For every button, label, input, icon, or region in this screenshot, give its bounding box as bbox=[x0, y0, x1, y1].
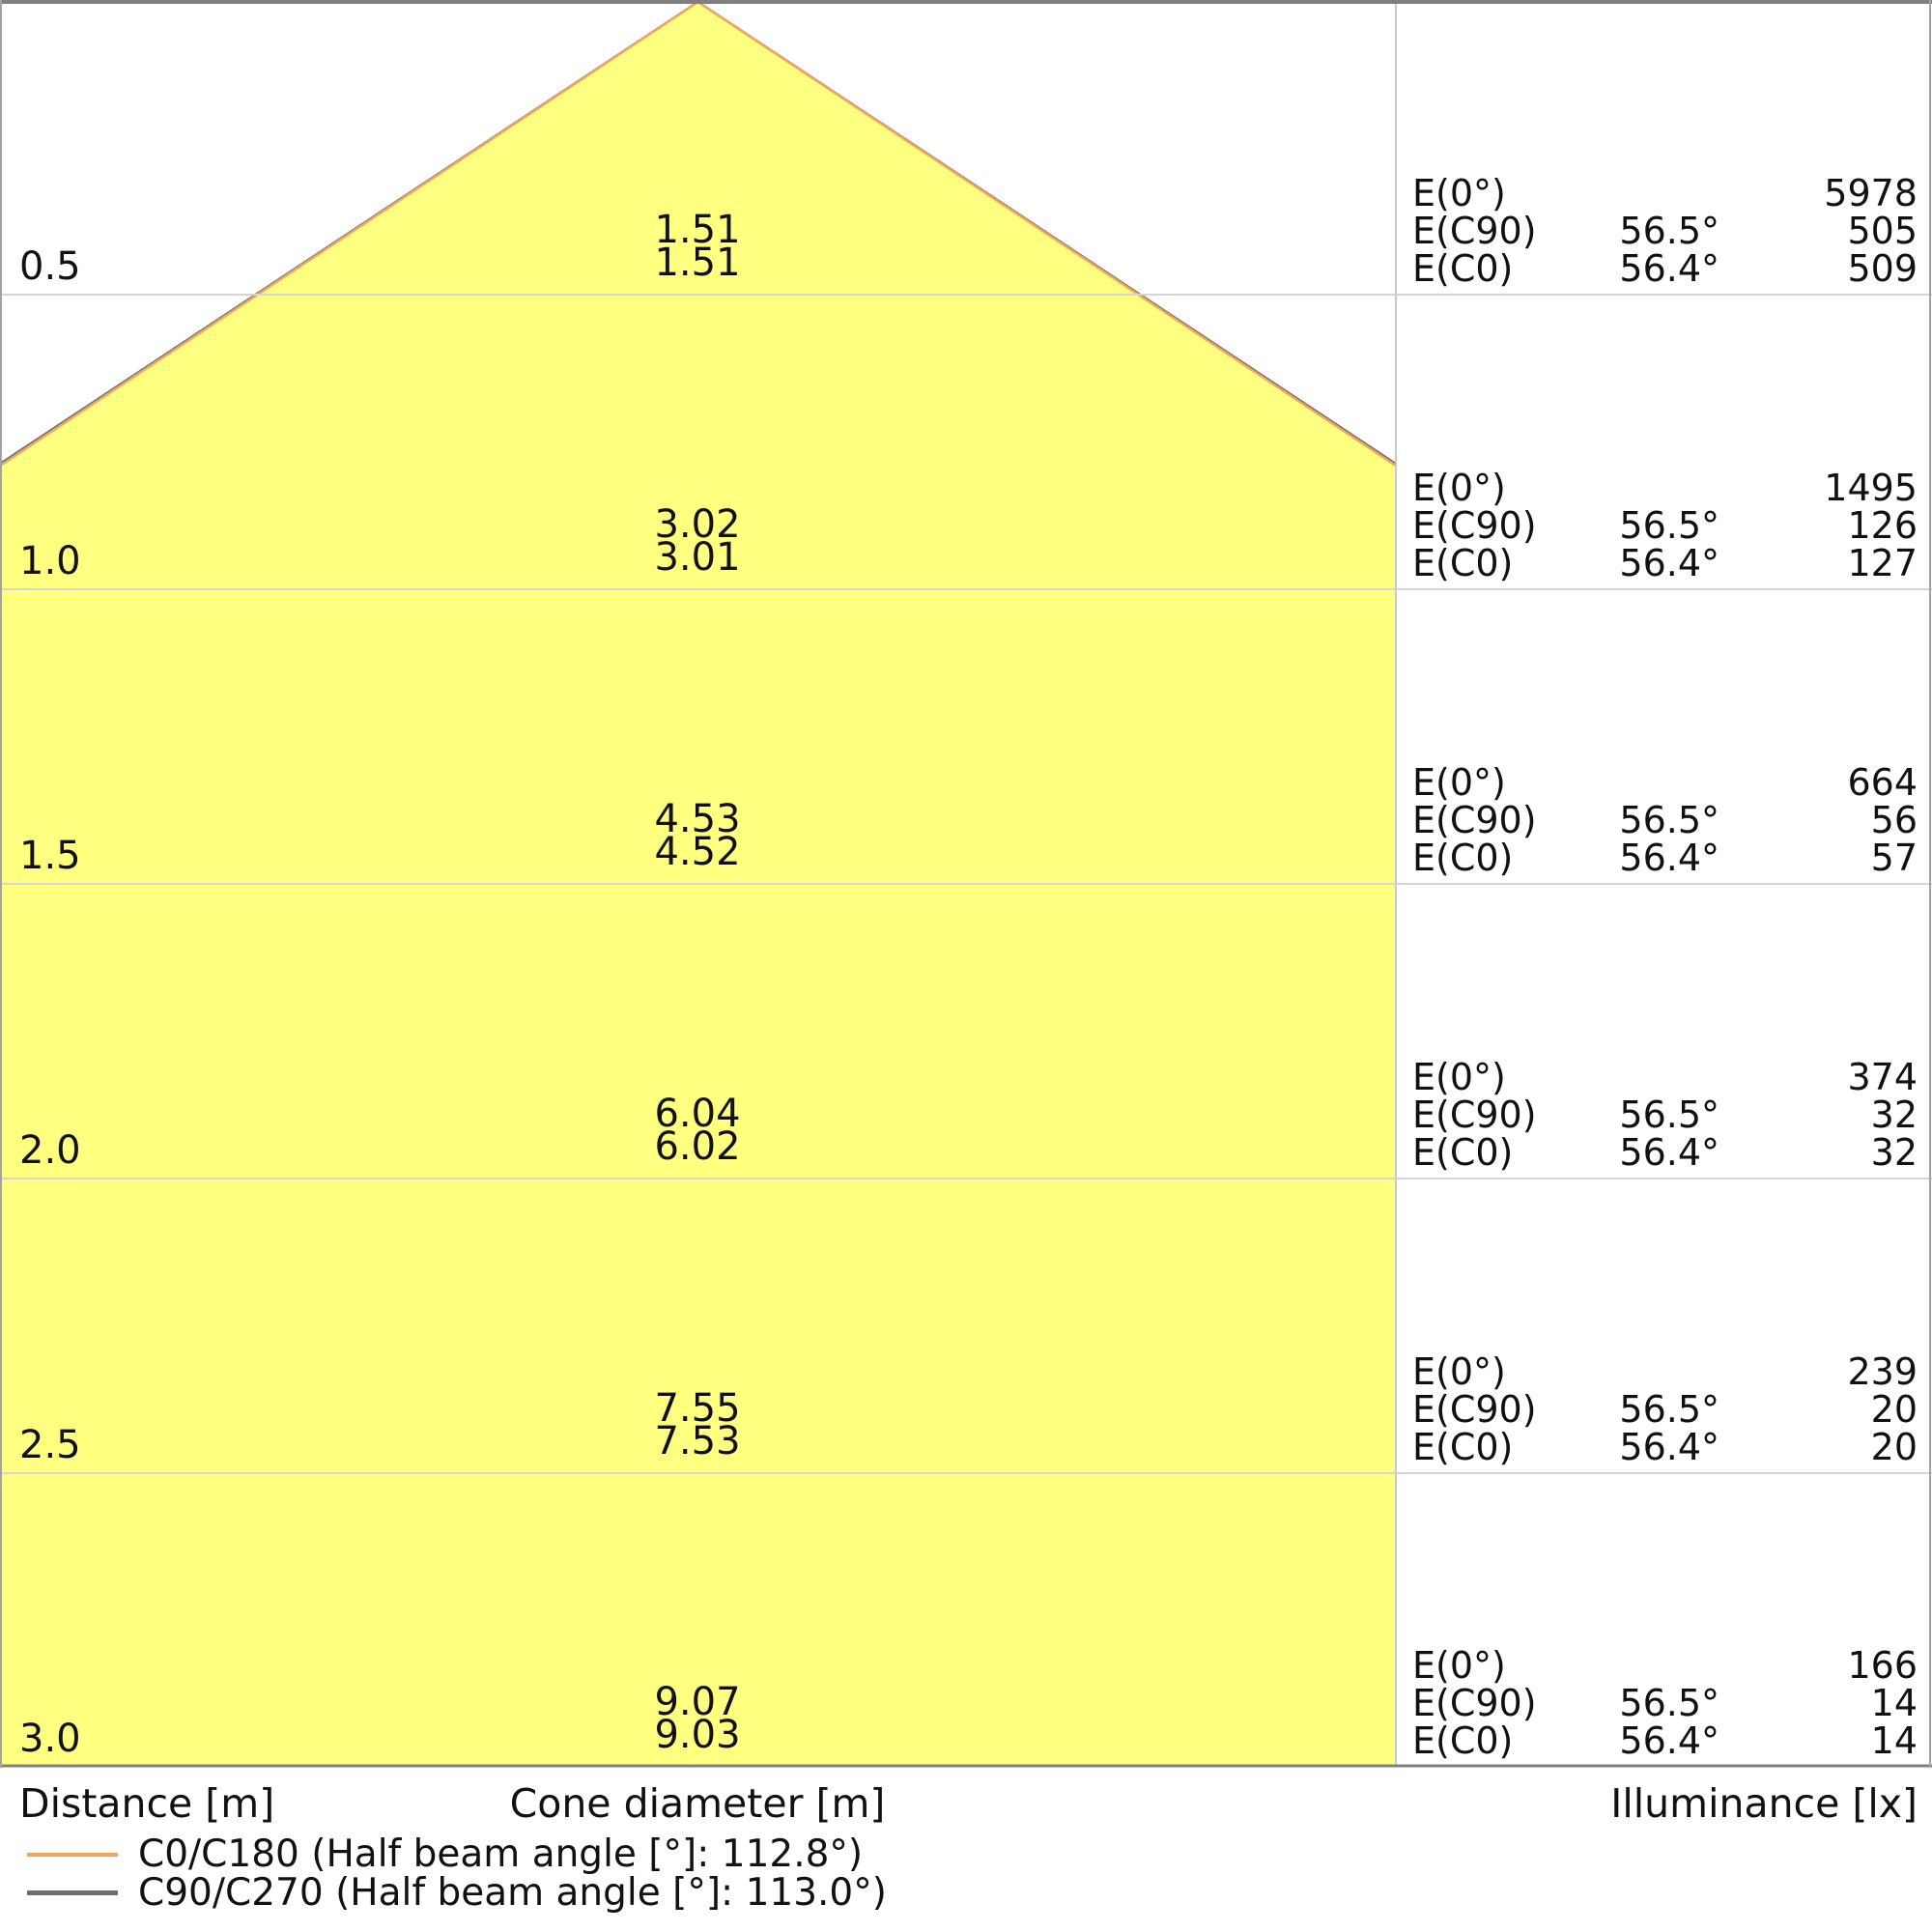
cone-diameter-c90: 7.55 bbox=[654, 1386, 741, 1431]
e0-value: 1495 bbox=[1824, 467, 1918, 509]
ec0-label: E(C0) bbox=[1412, 1719, 1514, 1762]
illuminance-ec90-row: E(C90) 56.5° 14 bbox=[1410, 1684, 1919, 1722]
ec0-label: E(C0) bbox=[1412, 837, 1514, 879]
e0-value: 374 bbox=[1847, 1056, 1918, 1098]
cone-diameter-c0: 6.02 bbox=[654, 1124, 741, 1169]
ec0-value: 32 bbox=[1870, 1131, 1918, 1174]
legend-line-c0-c180 bbox=[27, 1853, 118, 1857]
axis-label-cone-diameter: Cone diameter [m] bbox=[509, 1780, 886, 1827]
illuminance-ec0-row: E(C0) 56.4° 14 bbox=[1410, 1721, 1919, 1760]
ec90-value: 56 bbox=[1870, 799, 1918, 841]
ec0-label: E(C0) bbox=[1412, 542, 1514, 584]
e0-label: E(0°) bbox=[1412, 1350, 1506, 1393]
legend-label-c90-c270: C90/C270 (Half beam angle [°]: 113.0°) bbox=[138, 1871, 887, 1915]
ec90-label: E(C90) bbox=[1412, 1682, 1537, 1724]
cone-diameter-c0: 3.01 bbox=[654, 535, 741, 580]
illuminance-e0-row: E(0°) 374 bbox=[1410, 1058, 1919, 1096]
ec90-label: E(C90) bbox=[1412, 1094, 1537, 1136]
ec90-value: 14 bbox=[1870, 1682, 1918, 1724]
illuminance-e0-row: E(0°) 166 bbox=[1410, 1646, 1919, 1685]
ec90-label: E(C90) bbox=[1412, 799, 1537, 841]
illuminance-ec90-row: E(C90) 56.5° 505 bbox=[1410, 212, 1919, 250]
e0-label: E(0°) bbox=[1412, 761, 1506, 804]
ec0-label: E(C0) bbox=[1412, 1131, 1514, 1174]
illuminance-ec90-row: E(C90) 56.5° 126 bbox=[1410, 506, 1919, 545]
illuminance-e0-row: E(0°) 5978 bbox=[1410, 174, 1919, 213]
ec0-angle: 56.4° bbox=[1619, 247, 1719, 290]
ec90-value: 505 bbox=[1847, 210, 1918, 252]
ec90-value: 20 bbox=[1870, 1388, 1918, 1431]
ec0-angle: 56.4° bbox=[1619, 1719, 1719, 1762]
ec90-label: E(C90) bbox=[1412, 210, 1537, 252]
ec0-angle: 56.4° bbox=[1619, 1131, 1719, 1174]
ec0-angle: 56.4° bbox=[1619, 837, 1719, 879]
illuminance-ec0-row: E(C0) 56.4° 127 bbox=[1410, 544, 1919, 582]
ec0-label: E(C0) bbox=[1412, 1426, 1514, 1468]
ec90-angle: 56.5° bbox=[1619, 1682, 1719, 1724]
ec90-label: E(C90) bbox=[1412, 504, 1537, 547]
grid-layer bbox=[0, 0, 1932, 1768]
legend-line-c90-c270 bbox=[27, 1890, 118, 1895]
e0-value: 5978 bbox=[1824, 172, 1918, 214]
cone-chart-svg bbox=[0, 0, 1932, 1768]
cone-diameter-c0: 1.51 bbox=[654, 241, 741, 285]
ec0-angle: 56.4° bbox=[1619, 542, 1719, 584]
ec90-angle: 56.5° bbox=[1619, 799, 1719, 841]
ec0-value: 509 bbox=[1847, 247, 1918, 290]
illuminance-ec90-row: E(C90) 56.5° 20 bbox=[1410, 1390, 1919, 1429]
ec0-value: 20 bbox=[1870, 1426, 1918, 1468]
legend-label-c0-c180: C0/C180 (Half beam angle [°]: 112.8°) bbox=[138, 1833, 864, 1876]
ec90-angle: 56.5° bbox=[1619, 210, 1719, 252]
distance-label: 2.5 bbox=[19, 1423, 81, 1467]
cone-diameter-c90: 4.53 bbox=[654, 797, 741, 841]
ec90-angle: 56.5° bbox=[1619, 1094, 1719, 1136]
distance-label: 3.0 bbox=[19, 1717, 81, 1761]
axis-label-distance: Distance [m] bbox=[19, 1780, 275, 1827]
cone-diameter-c0: 9.03 bbox=[654, 1713, 741, 1757]
e0-label: E(0°) bbox=[1412, 172, 1506, 214]
e0-value: 664 bbox=[1847, 761, 1918, 804]
illuminance-ec90-row: E(C90) 56.5° 32 bbox=[1410, 1095, 1919, 1134]
ec90-label: E(C90) bbox=[1412, 1388, 1537, 1431]
ec0-value: 14 bbox=[1870, 1719, 1918, 1762]
ec0-value: 127 bbox=[1847, 542, 1918, 584]
cone-diameter-c90: 1.51 bbox=[654, 208, 741, 252]
distance-label: 1.5 bbox=[19, 834, 81, 878]
illuminance-e0-row: E(0°) 664 bbox=[1410, 763, 1919, 802]
ec90-value: 126 bbox=[1847, 504, 1918, 547]
ec90-value: 32 bbox=[1870, 1094, 1918, 1136]
illuminance-e0-row: E(0°) 239 bbox=[1410, 1352, 1919, 1391]
cone-diameter-c90: 3.02 bbox=[654, 502, 741, 547]
cone-diameter-c90: 9.07 bbox=[654, 1680, 741, 1724]
e0-label: E(0°) bbox=[1412, 1056, 1506, 1098]
ec0-angle: 56.4° bbox=[1619, 1426, 1719, 1468]
ec90-angle: 56.5° bbox=[1619, 1388, 1719, 1431]
illuminance-ec0-row: E(C0) 56.4° 32 bbox=[1410, 1133, 1919, 1172]
cone-diameter-c0: 7.53 bbox=[654, 1419, 741, 1463]
e0-value: 166 bbox=[1847, 1644, 1918, 1687]
illuminance-ec90-row: E(C90) 56.5° 56 bbox=[1410, 801, 1919, 839]
cone-diameter-c90: 6.04 bbox=[654, 1092, 741, 1136]
illuminance-ec0-row: E(C0) 56.4° 20 bbox=[1410, 1428, 1919, 1466]
illuminance-ec0-row: E(C0) 56.4° 57 bbox=[1410, 838, 1919, 877]
distance-label: 2.0 bbox=[19, 1128, 81, 1173]
distance-label: 0.5 bbox=[19, 244, 81, 289]
ec0-label: E(C0) bbox=[1412, 247, 1514, 290]
e0-label: E(0°) bbox=[1412, 467, 1506, 509]
ec0-value: 57 bbox=[1870, 837, 1918, 879]
e0-label: E(0°) bbox=[1412, 1644, 1506, 1687]
distance-label: 1.0 bbox=[19, 539, 81, 583]
e0-value: 239 bbox=[1847, 1350, 1918, 1393]
cone-diameter-c0: 4.52 bbox=[654, 830, 741, 874]
illuminance-ec0-row: E(C0) 56.4° 509 bbox=[1410, 249, 1919, 288]
illuminance-e0-row: E(0°) 1495 bbox=[1410, 469, 1919, 507]
ec90-angle: 56.5° bbox=[1619, 504, 1719, 547]
axis-label-illuminance: Illuminance [lx] bbox=[1610, 1780, 1918, 1827]
